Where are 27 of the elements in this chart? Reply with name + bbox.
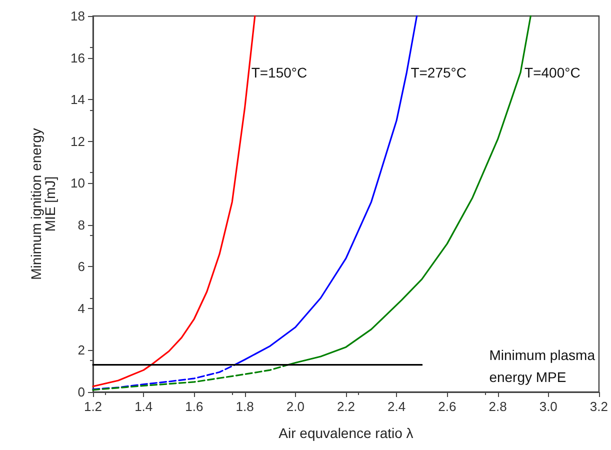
x-tick-label: 1.8 — [236, 399, 254, 414]
x-tick-label: 1.2 — [84, 399, 102, 414]
x-tick-label: 1.6 — [185, 399, 204, 414]
x-axis-title: Air equvalence ratio λ — [278, 425, 414, 441]
x-tick-label: 1.4 — [134, 399, 153, 414]
x-tick-label: 2.0 — [286, 399, 304, 414]
y-tick-label: 10 — [70, 176, 85, 191]
y-tick-label: 0 — [78, 384, 85, 400]
y-tick-label: 6 — [78, 259, 85, 274]
y-tick-label: 16 — [70, 50, 85, 66]
annotation: T=150°C — [251, 64, 308, 80]
x-tick-label: 2.8 — [488, 399, 507, 414]
y-tick-label: 18 — [70, 8, 85, 24]
x-tick-label: 2.4 — [388, 399, 406, 414]
y-tick-label: 8 — [78, 217, 85, 232]
annotation: T=275°C — [410, 64, 466, 80]
y-axis-title: Minimum ignition energy MIE [mJ] — [28, 128, 58, 280]
x-tick-label: 2.2 — [336, 399, 356, 414]
annotation: T=400°C — [524, 64, 580, 80]
x-tick-label: 2.6 — [438, 399, 456, 414]
x-tick-label: 3.2 — [590, 399, 608, 414]
x-tick-label: 3.0 — [539, 399, 558, 414]
y-tick-label: 14 — [70, 92, 85, 108]
y-tick-label: 12 — [70, 134, 85, 149]
y-tick-label: 2 — [78, 342, 85, 358]
y-tick-label: 4 — [78, 300, 85, 316]
annotation: Minimum plasma energy MPE — [489, 347, 596, 385]
